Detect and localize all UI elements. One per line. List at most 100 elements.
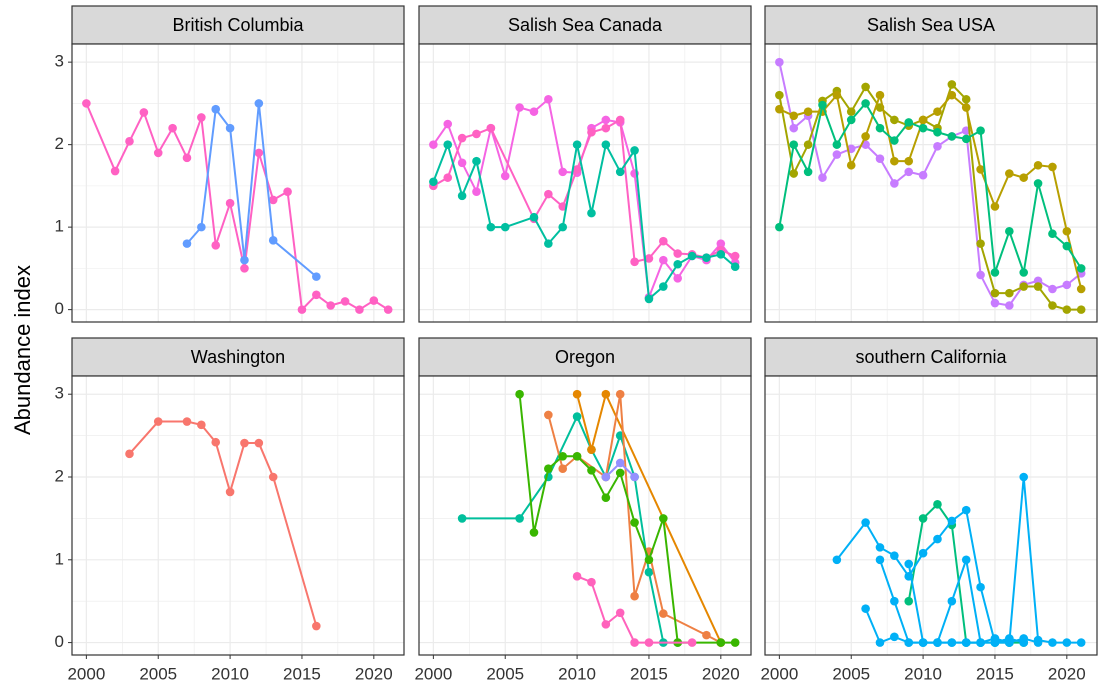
data-point xyxy=(312,290,321,300)
data-point xyxy=(355,305,364,314)
data-point xyxy=(572,165,582,174)
data-point xyxy=(1033,638,1043,647)
data-point xyxy=(558,464,568,474)
panel-bg xyxy=(72,376,404,655)
strip xyxy=(764,337,1098,377)
data-point xyxy=(976,638,985,647)
data-point xyxy=(890,632,899,642)
panel-bg xyxy=(72,44,404,322)
data-point xyxy=(283,187,292,196)
data-point xyxy=(947,80,957,89)
data-point xyxy=(182,417,192,426)
data-point xyxy=(875,555,885,565)
data-point xyxy=(1033,282,1043,291)
data-point xyxy=(615,458,625,468)
data-point xyxy=(268,472,278,482)
y-tick-label: 3 xyxy=(55,52,64,71)
data-point xyxy=(875,638,885,647)
data-point xyxy=(846,115,856,125)
data-point xyxy=(1076,305,1086,314)
data-point xyxy=(197,222,206,232)
data-point xyxy=(933,638,942,647)
data-point xyxy=(168,123,177,133)
data-point xyxy=(861,99,870,108)
x-tick-label: 2015 xyxy=(283,664,321,683)
data-point xyxy=(716,239,726,248)
data-point xyxy=(933,141,942,151)
data-point xyxy=(659,255,668,265)
strip-title: southern California xyxy=(855,347,1007,367)
data-point xyxy=(687,638,697,647)
x-tick-label: 2020 xyxy=(702,664,740,683)
data-point xyxy=(240,438,249,448)
data-point xyxy=(558,202,568,211)
data-point xyxy=(1019,173,1029,182)
data-point xyxy=(875,123,885,133)
series-line xyxy=(778,82,1082,311)
data-point xyxy=(890,179,899,188)
x-tick-label: 2010 xyxy=(211,664,249,683)
panel: Oregon 2000 2005 2010 2015 2020 xyxy=(414,337,752,683)
data-point xyxy=(644,555,654,565)
y-tick-label: 3 xyxy=(55,384,64,403)
data-point xyxy=(1076,638,1086,647)
data-point xyxy=(775,57,784,67)
data-point xyxy=(515,514,524,523)
data-point xyxy=(601,115,611,125)
strip xyxy=(418,337,752,377)
data-point xyxy=(918,548,928,558)
data-point xyxy=(630,638,639,647)
data-point xyxy=(673,273,683,283)
data-point xyxy=(630,146,639,155)
data-point xyxy=(457,133,467,143)
y-tick-label: 0 xyxy=(55,632,64,651)
data-point xyxy=(601,123,611,133)
data-point xyxy=(601,472,611,482)
data-point xyxy=(383,305,393,314)
data-point xyxy=(211,104,221,114)
data-point xyxy=(529,107,539,116)
data-point xyxy=(340,297,350,306)
data-point xyxy=(544,189,553,199)
x-tick-label: 2015 xyxy=(630,664,668,683)
data-point xyxy=(486,222,496,232)
data-point xyxy=(1005,288,1014,298)
data-point xyxy=(1019,472,1029,482)
data-point xyxy=(197,113,206,122)
data-point xyxy=(659,236,668,246)
data-point xyxy=(818,173,827,182)
data-point xyxy=(990,298,1000,308)
data-point xyxy=(990,638,1000,647)
data-point xyxy=(326,301,336,310)
data-point xyxy=(890,115,899,125)
data-point xyxy=(918,123,928,133)
data-point xyxy=(268,236,278,245)
x-tick-label: 2010 xyxy=(904,664,942,683)
data-point xyxy=(904,118,914,127)
data-point xyxy=(775,222,784,232)
data-point xyxy=(572,452,582,461)
data-point xyxy=(716,638,726,647)
data-point xyxy=(443,140,453,149)
data-point xyxy=(832,140,842,149)
data-point xyxy=(976,270,985,280)
data-point xyxy=(1019,268,1029,277)
x-tick-label: 2005 xyxy=(832,664,870,683)
data-point xyxy=(947,638,957,647)
data-point xyxy=(615,167,625,177)
data-point xyxy=(601,620,611,629)
data-point xyxy=(687,251,697,261)
data-point xyxy=(1062,241,1072,251)
data-point xyxy=(558,167,568,177)
data-point xyxy=(1048,301,1057,310)
data-point xyxy=(961,103,971,112)
data-point xyxy=(268,195,278,205)
data-point xyxy=(947,132,957,141)
data-point xyxy=(832,555,842,565)
data-point xyxy=(587,466,596,475)
data-point xyxy=(472,129,481,139)
data-point xyxy=(1048,638,1057,647)
data-point xyxy=(587,127,596,137)
data-point xyxy=(472,156,481,166)
strip-title: Salish Sea USA xyxy=(867,15,995,35)
